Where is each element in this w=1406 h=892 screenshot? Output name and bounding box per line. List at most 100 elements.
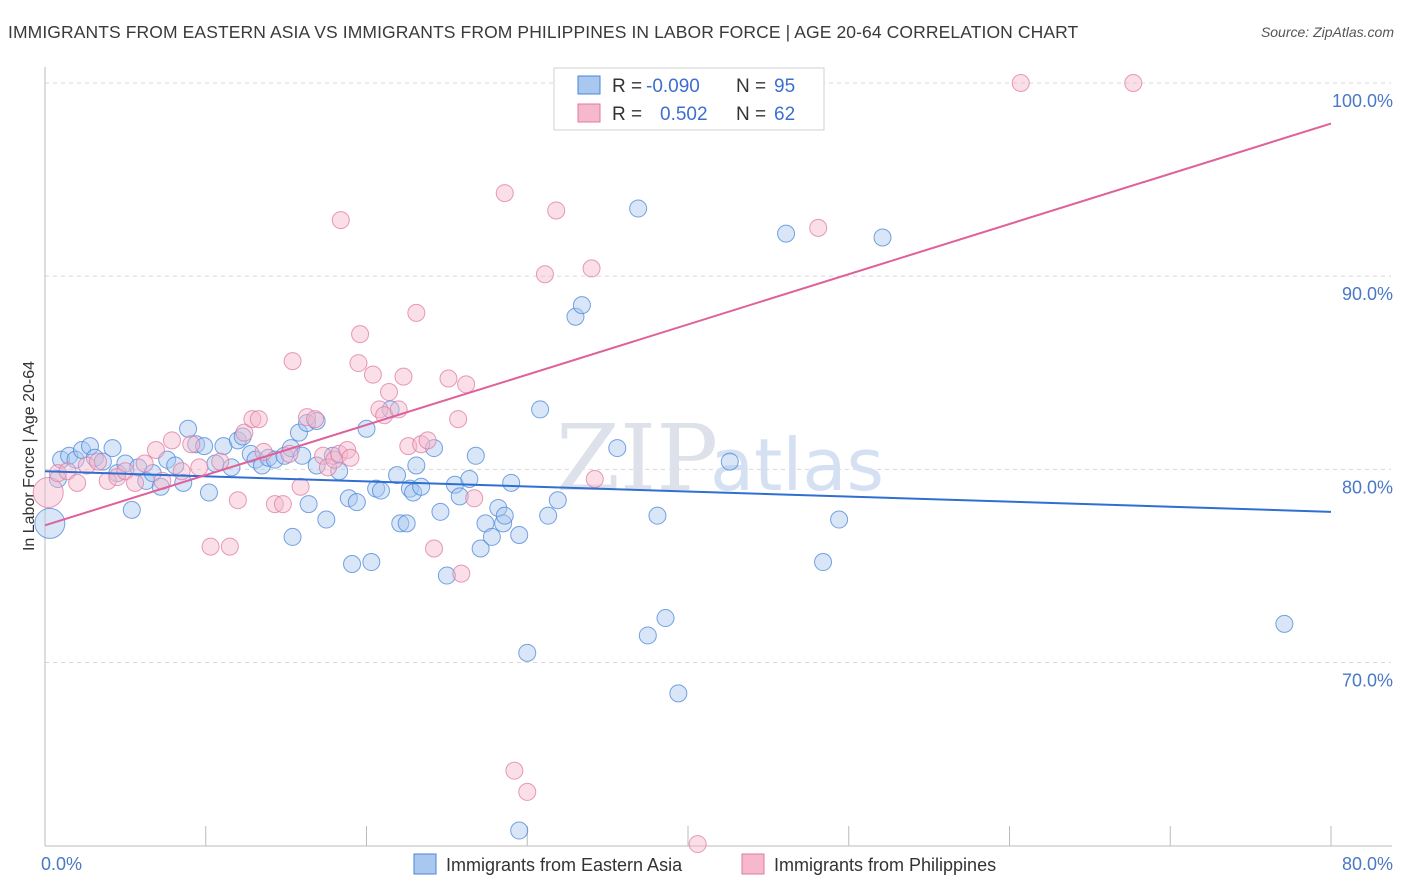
data-point — [539, 506, 558, 525]
data-point — [341, 448, 360, 467]
data-point — [629, 199, 648, 218]
series-eastern-asia-points — [34, 199, 1294, 840]
data-point — [397, 514, 416, 533]
series-legend: Immigrants from Eastern Asia Immigrants … — [413, 853, 996, 875]
data-point — [172, 462, 191, 481]
x-tick-label: 80.0% — [1342, 854, 1393, 874]
data-point — [407, 303, 426, 322]
legend-n-label-blue: N = — [736, 76, 766, 97]
data-point — [331, 211, 350, 230]
data-point — [720, 452, 739, 471]
data-point — [518, 643, 537, 662]
data-point — [531, 400, 550, 419]
data-point — [351, 325, 370, 344]
y-tick-label: 100.0% — [1332, 91, 1393, 111]
data-point — [777, 224, 796, 243]
data-point — [465, 489, 484, 508]
data-point — [452, 564, 471, 583]
data-point — [48, 469, 67, 488]
data-point — [656, 609, 675, 628]
data-point — [431, 502, 450, 521]
data-point — [347, 493, 366, 512]
data-point — [122, 500, 141, 519]
data-point — [502, 473, 521, 492]
data-point — [1124, 73, 1143, 92]
data-point — [466, 446, 485, 465]
data-point — [407, 456, 426, 475]
stats-legend: R = -0.090 N = 95 R = 0.502 N = 62 — [553, 67, 825, 131]
data-point — [1275, 614, 1294, 633]
x-tick-label: 0.0% — [41, 854, 82, 874]
data-point — [349, 354, 368, 373]
data-point — [648, 506, 667, 525]
y-tick-label: 70.0% — [1342, 670, 1393, 690]
data-point — [450, 487, 469, 506]
data-point — [81, 437, 100, 456]
data-point — [809, 218, 828, 237]
y-tick-label: 80.0% — [1342, 477, 1393, 497]
data-point — [566, 307, 585, 326]
data-point — [608, 439, 627, 458]
series-legend-swatch-blue — [413, 853, 437, 875]
data-point — [318, 458, 337, 477]
data-point — [32, 476, 64, 508]
data-point — [418, 431, 437, 450]
data-point — [317, 510, 336, 529]
data-point — [201, 537, 220, 556]
data-point — [505, 761, 524, 780]
grid-lines — [45, 82, 1391, 663]
data-point — [235, 423, 254, 442]
data-point — [343, 554, 362, 573]
data-point — [182, 435, 201, 454]
data-point — [391, 514, 410, 533]
data-point — [283, 527, 302, 546]
data-point — [371, 481, 390, 500]
legend-r-label-pink: R = — [612, 104, 642, 125]
data-point — [873, 228, 892, 247]
data-point — [283, 352, 302, 371]
data-point — [547, 201, 566, 220]
data-point — [146, 441, 165, 459]
data-point — [190, 458, 209, 477]
data-point — [638, 626, 657, 645]
trend-lines — [44, 122, 1332, 527]
axes — [44, 67, 1392, 847]
data-point — [314, 446, 333, 465]
data-point — [394, 367, 413, 386]
data-point — [495, 184, 514, 203]
data-point — [814, 553, 833, 572]
legend-r-value-pink: 0.502 — [660, 104, 708, 125]
data-point — [388, 466, 407, 485]
data-point — [211, 452, 230, 471]
legend-swatch-pink — [577, 103, 601, 123]
legend-r-label-blue: R = — [612, 76, 642, 97]
data-point — [494, 514, 513, 533]
data-point — [135, 454, 154, 473]
y-tick-labels: 70.0% 80.0% 90.0% 100.0% — [1332, 91, 1393, 691]
data-point — [688, 835, 707, 854]
data-point — [572, 296, 591, 315]
data-point — [457, 375, 476, 394]
data-point — [249, 410, 268, 429]
trend-line — [44, 122, 1332, 527]
data-point — [669, 684, 688, 703]
data-point — [471, 539, 490, 558]
data-point — [582, 259, 601, 278]
data-point — [299, 495, 318, 514]
data-point — [482, 527, 501, 546]
data-point — [363, 365, 382, 384]
data-point — [1011, 73, 1030, 92]
data-point — [126, 473, 145, 492]
y-tick-label: 90.0% — [1342, 284, 1393, 304]
data-point — [460, 469, 479, 488]
trend-line — [44, 470, 1332, 513]
data-point — [449, 410, 468, 429]
data-point — [548, 491, 567, 510]
data-point — [68, 473, 87, 492]
data-point — [116, 462, 135, 481]
series-legend-label-pink: Immigrants from Philippines — [774, 855, 996, 875]
data-point — [362, 553, 381, 572]
x-tick-labels: 0.0% 80.0% — [41, 854, 1393, 874]
data-point — [243, 410, 262, 429]
